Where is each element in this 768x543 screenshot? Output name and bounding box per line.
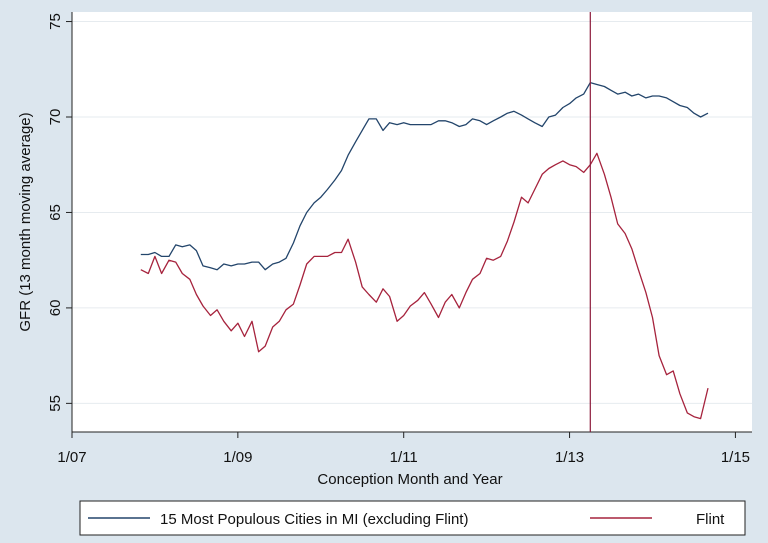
legend-label-series-2: Flint xyxy=(696,511,725,528)
y-tick-label: 60 xyxy=(47,300,64,317)
y-tick-label: 55 xyxy=(47,395,64,412)
axes xyxy=(71,12,752,433)
x-axis-label: Conception Month and Year xyxy=(317,471,502,488)
y-tick-label: 75 xyxy=(47,13,64,30)
gridlines xyxy=(72,21,752,404)
plot-area xyxy=(72,12,752,432)
series-line-flint xyxy=(140,152,709,420)
series-line-populous-cities xyxy=(140,81,709,271)
x-tick-label: 1/15 xyxy=(721,449,750,466)
legend: 15 Most Populous Cities in MI (excluding… xyxy=(79,500,746,536)
ticks: 55 60 65 70 75 1/07 1/09 1/11 1/13 1/15 xyxy=(47,13,750,466)
x-tick-label: 1/11 xyxy=(390,449,418,466)
y-axis-label: GFR (13 month moving average) xyxy=(17,112,34,331)
x-tick-label: 1/09 xyxy=(223,449,252,466)
x-tick-label: 1/13 xyxy=(555,449,584,466)
y-tick-label: 65 xyxy=(47,204,64,221)
series xyxy=(140,81,709,420)
y-tick-label: 70 xyxy=(47,109,64,126)
x-tick-label: 1/07 xyxy=(57,449,86,466)
legend-label-series-1: 15 Most Populous Cities in MI (excluding… xyxy=(160,511,468,528)
